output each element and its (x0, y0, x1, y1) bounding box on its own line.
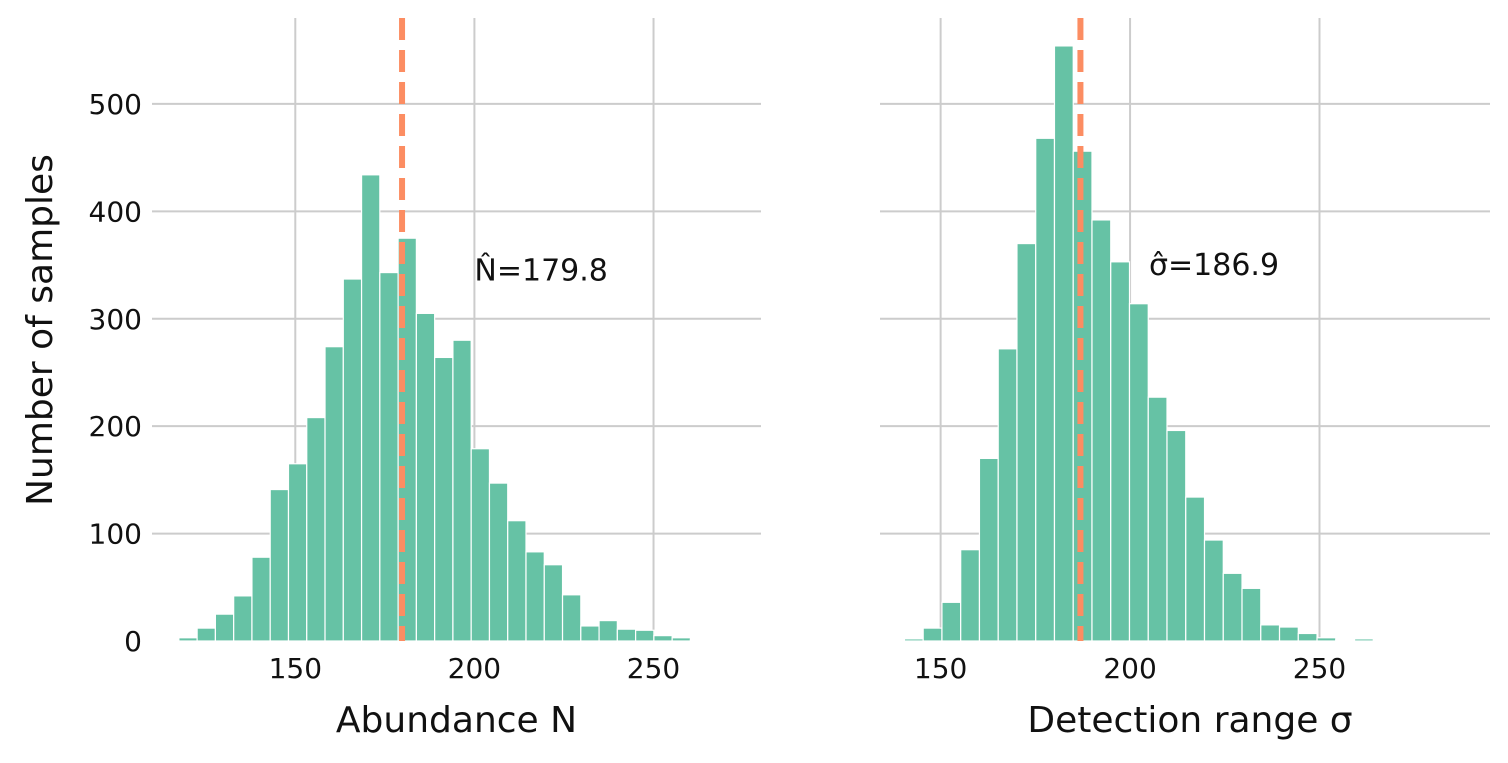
histogram-bar (671, 637, 692, 642)
histogram-bar (922, 627, 943, 642)
y-tick-label: 400 (89, 195, 142, 228)
histogram-bar (1241, 587, 1262, 642)
histogram-bar (997, 348, 1018, 642)
histogram-bar (470, 448, 491, 642)
histogram-bar (287, 463, 308, 642)
y-tick-label: 100 (89, 518, 142, 551)
x-tick-label: 250 (627, 652, 680, 685)
y-tick-label: 300 (89, 303, 142, 336)
histogram-bar (1035, 137, 1056, 642)
histogram-bar (1297, 632, 1318, 642)
histogram-bar (543, 564, 564, 642)
histogram-bar (214, 613, 235, 642)
y-axis-label: Number of samples (20, 154, 61, 506)
histogram-bar (1166, 429, 1187, 642)
histogram-bar (1016, 242, 1037, 642)
histogram-bar (1391, 639, 1412, 642)
histogram-bar (1203, 539, 1224, 642)
y-tick-label: 200 (89, 410, 142, 443)
y-tick-label: 500 (89, 88, 142, 121)
histogram-bar (1316, 637, 1337, 642)
histogram-bar (488, 482, 509, 642)
histogram-bar (1278, 626, 1299, 642)
histogram-bar (306, 416, 326, 642)
histogram-bar (360, 174, 381, 642)
histogram-bar (269, 488, 290, 642)
histogram-bar (342, 278, 363, 642)
histogram-bar (251, 556, 271, 642)
histogram-bar (1110, 261, 1131, 642)
histogram-bar (689, 639, 710, 642)
x-axis-label: Detection range σ (1027, 700, 1352, 741)
histogram-bar (233, 595, 253, 642)
histogram-bar (616, 628, 637, 642)
histogram-bar (561, 594, 582, 642)
histogram-bar (1091, 219, 1112, 642)
estimate-annotation: σ̂=186.9 (1149, 248, 1279, 283)
histogram-bar (1335, 639, 1356, 642)
histogram-bar (960, 549, 981, 642)
histogram-bar (178, 637, 198, 642)
histogram-bar (324, 346, 344, 642)
histogram-bar (1353, 638, 1374, 642)
histogram-bar (580, 625, 600, 642)
x-tick-label: 150 (914, 652, 967, 685)
histogram-bar (434, 356, 454, 642)
histogram-bar (653, 635, 673, 642)
x-tick-label: 200 (448, 652, 501, 685)
panel-detection-range: 150 200 250 Detection range σ σ̂=186.9 (880, 18, 1490, 741)
histogram-bar (978, 457, 999, 642)
histogram-bar (507, 520, 527, 642)
histogram-bar (1260, 624, 1281, 642)
x-tick-label: 200 (1103, 652, 1156, 685)
histogram-bar (196, 627, 217, 642)
y-tick-label: 0 (124, 625, 142, 658)
histogram-bar (903, 638, 924, 642)
histogram-bar (415, 312, 436, 642)
histogram-bar (379, 271, 399, 642)
x-tick-label: 250 (1293, 652, 1346, 685)
histogram-bar (1185, 496, 1206, 642)
panel-abundance: 150 200 250 0 100 200 300 400 500 Abundance N Numb… (20, 18, 761, 741)
histogram-bar (1053, 45, 1074, 642)
histogram-bar (1147, 396, 1168, 642)
estimate-annotation: N̂=179.8 (474, 252, 607, 288)
histogram-bar (708, 639, 728, 642)
histogram-bar (1128, 303, 1149, 642)
histogram-bar (525, 551, 545, 642)
x-axis-label: Abundance N (336, 700, 577, 741)
histogram-bar (452, 339, 472, 642)
histogram-bar (941, 601, 962, 642)
histogram-bar (635, 629, 655, 642)
histogram-bar (1222, 572, 1243, 642)
histogram-bar (598, 619, 618, 642)
x-tick-label: 150 (269, 652, 322, 685)
